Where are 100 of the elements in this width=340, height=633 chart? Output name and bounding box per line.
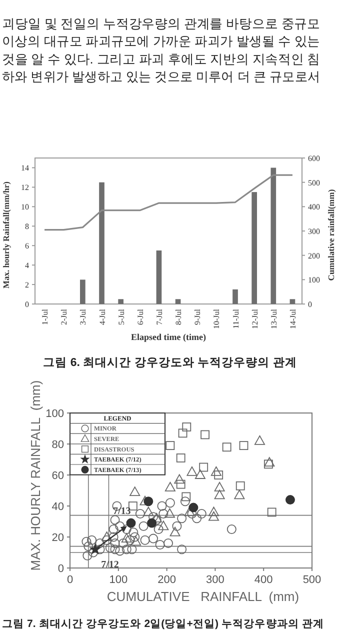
point — [87, 535, 97, 545]
point — [135, 509, 145, 518]
point — [178, 428, 188, 438]
x-tick-label: 10-Jul — [212, 308, 222, 329]
bar — [80, 280, 86, 304]
y-tick-label: 0 — [25, 300, 29, 309]
point — [165, 498, 175, 508]
bar — [99, 182, 104, 304]
point — [200, 430, 210, 440]
x-tick-label: 6-Jul — [136, 308, 145, 325]
text: 이상의 대규모 파괴규모에 가까운 파괴가 발생될 수 있는 — [2, 34, 326, 49]
y-tick-label: 60 — [52, 470, 64, 482]
point — [122, 544, 132, 554]
point — [90, 544, 100, 554]
point — [143, 506, 154, 516]
y-tick-label: 10 — [21, 202, 29, 212]
point — [130, 532, 140, 542]
x-tick-label: 200 — [158, 574, 176, 586]
point — [177, 544, 187, 554]
y-axis-title: Max. hourly Rainfall(mm/hr) — [1, 181, 11, 288]
point — [127, 544, 137, 554]
x-tick-label: 100 — [109, 574, 128, 586]
x-tick-label: 2-Jul — [60, 308, 69, 325]
point — [148, 534, 158, 544]
y-tick-label: 6 — [25, 242, 29, 251]
point — [88, 548, 98, 558]
point — [164, 482, 176, 492]
x-tick-label: 11-Jul — [231, 308, 240, 329]
point — [115, 521, 125, 531]
point — [84, 542, 94, 552]
point — [164, 538, 173, 548]
point — [188, 502, 198, 512]
y-tick-label: 2 — [25, 280, 29, 290]
point — [82, 550, 92, 560]
point — [128, 528, 138, 538]
caption: 그림 6. 최대시간 강우강도와 누적강우량의 관계 — [43, 356, 297, 369]
point — [194, 470, 206, 479]
point — [177, 514, 187, 524]
x-tick-label: 13-Jul — [269, 308, 278, 329]
bar — [156, 250, 162, 304]
point — [234, 490, 245, 500]
point — [148, 512, 158, 522]
point — [110, 515, 120, 525]
point — [186, 466, 198, 476]
line-series — [44, 174, 294, 231]
point — [170, 526, 180, 536]
point — [182, 422, 192, 432]
point — [140, 535, 150, 545]
point — [110, 544, 120, 554]
point — [155, 540, 165, 550]
point — [118, 538, 128, 548]
text: 괴당일 및 전일의 누적강우량의 관계를 바탕으로 중규모 — [2, 16, 323, 31]
x-axis-title: Elapsed time (time) — [131, 332, 206, 342]
point — [214, 482, 225, 492]
point — [115, 546, 125, 556]
point — [158, 509, 168, 518]
x-tick-label: 500 — [302, 574, 322, 586]
text: 하와 변위가 발생하고 있는 것으로 미루어 더 큰 규모로서 — [2, 69, 330, 84]
point — [122, 524, 132, 534]
bar — [290, 299, 296, 304]
y-tick-label: 40 — [52, 501, 64, 513]
x-tick-label: 14-Jul — [288, 308, 298, 329]
point — [108, 532, 118, 542]
point — [166, 441, 175, 450]
point — [95, 544, 105, 554]
y-tick-label: 8 — [25, 222, 29, 232]
x-tick-label: 3-Jul — [78, 308, 88, 325]
x-tick-label: 1-Jul — [40, 308, 50, 325]
y-tick-label: 14 — [21, 164, 29, 173]
y2-tick-label: 200 — [308, 251, 320, 260]
point — [210, 466, 222, 476]
bar — [270, 168, 276, 304]
point — [254, 435, 265, 445]
point — [174, 474, 185, 484]
point — [164, 508, 175, 518]
point — [157, 501, 167, 511]
point — [184, 506, 195, 516]
point — [126, 518, 136, 528]
bar — [175, 299, 181, 304]
point — [182, 492, 191, 502]
bar — [118, 299, 124, 304]
point — [152, 515, 162, 525]
point — [176, 454, 186, 462]
point — [239, 441, 248, 450]
y2-tick-label: 300 — [308, 227, 320, 236]
y2-tick-label: 600 — [308, 154, 320, 163]
x-tick-label: 300 — [206, 574, 224, 586]
y-tick-label: 12 — [21, 183, 29, 192]
y2-tick-label: 100 — [308, 276, 320, 285]
point — [172, 521, 182, 531]
point — [95, 538, 105, 548]
y-tick-label: 80 — [52, 439, 64, 451]
point — [236, 481, 245, 490]
point — [102, 535, 112, 545]
x-tick-label: 4-Jul — [98, 308, 107, 325]
point — [264, 457, 275, 467]
y2-tick-label: 400 — [308, 202, 320, 212]
x-tick-label: 5-Jul — [116, 308, 126, 325]
point — [130, 486, 140, 496]
caption: 그림 7. 최대시간 강우강도와 2일(당일+전일) 누적강우량과의 관계 — [2, 618, 324, 630]
